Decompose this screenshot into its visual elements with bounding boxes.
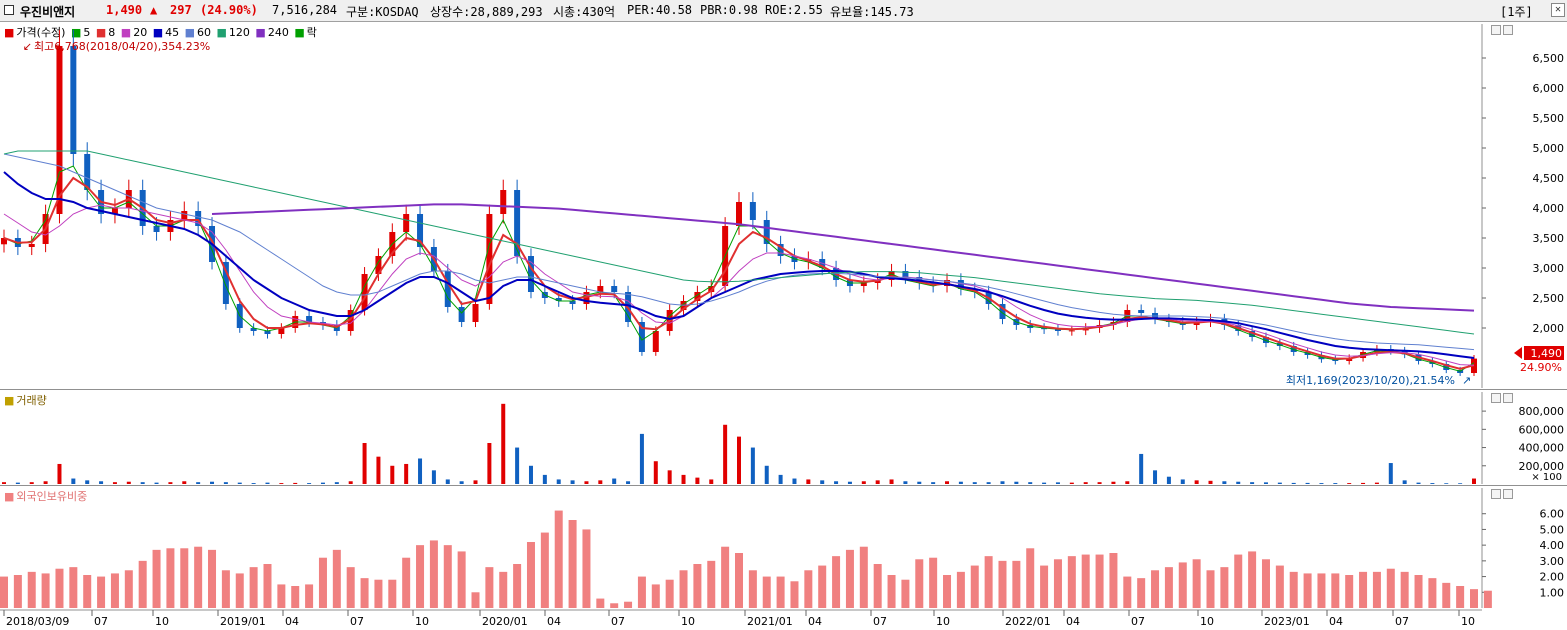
foreign-pane: ■ 외국인보유비중 (0, 486, 1567, 610)
pane-close-icon[interactable] (1503, 489, 1513, 499)
price-change-pct: (24.90%) (200, 3, 258, 17)
legend-ma60: 60 (197, 26, 212, 39)
volume-title: 거래량 (16, 394, 47, 407)
pane-minimize-icon[interactable] (1491, 489, 1501, 499)
price-legend: ■ 가격(수정) ■ 5 ■ 8 ■ 20 ■ 45 ■ 60 ■ 120 ■ 240 ■ 락 (4, 26, 317, 39)
price-pane: ■ 가격(수정) ■ 5 ■ 8 ■ 20 ■ 45 ■ 60 ■ 120 ■ 240 ■ 락 (0, 22, 1567, 390)
x-tick-label: 2021/01 (747, 615, 793, 628)
legend-ma240: 240 (267, 26, 289, 39)
x-tick-label: 07 (1131, 615, 1145, 628)
x-tick-label: 07 (1395, 615, 1409, 628)
stock-header-bar: 우진비앤지 1,490 ▲ 297 (24.90%) 7,516,284 구분:… (0, 0, 1567, 22)
x-axis: 2018/03/09 07 10 2019/01 04 07 10 2020/01 04 07 10… (0, 609, 1482, 628)
x-tick-label: 04 (1329, 615, 1343, 628)
listed-shares: 상장수:28,889,293 (430, 5, 543, 19)
x-tick-label: 07 (873, 615, 887, 628)
price-change: 297 (170, 3, 192, 17)
legend-ma5: 5 (83, 26, 91, 39)
x-tick-label: 2022/01 (1005, 615, 1051, 628)
volume-legend: ■ 거래량 (4, 394, 47, 407)
legend-ma45: 45 (165, 26, 180, 39)
trade-volume: 7,516,284 (272, 3, 338, 17)
legend-ma8: 8 (108, 26, 116, 39)
reserve-ratio: 유보율:145.73 (830, 5, 914, 19)
x-tick-label: 10 (1461, 615, 1475, 628)
stock-name: 우진비앤지 (20, 5, 76, 19)
close-icon[interactable]: ✕ (1551, 3, 1565, 17)
pbr-value: PBR:0.98 (700, 3, 758, 17)
up-arrow-icon: ▲ (150, 3, 158, 17)
legend-price: 가격(수정) (16, 26, 66, 39)
market-cap: 시총:430억 (553, 5, 616, 19)
x-tick-label: 04 (285, 615, 299, 628)
x-tick-label: 04 (808, 615, 822, 628)
legend-ma20: 20 (133, 26, 148, 39)
current-price: 1,490 (106, 3, 143, 17)
x-tick-label: 2023/01 (1264, 615, 1310, 628)
x-tick-label: 10 (415, 615, 429, 628)
period-label[interactable]: [1주] (1500, 5, 1533, 19)
pane-close-icon[interactable] (1503, 25, 1513, 35)
x-tick-label: 07 (350, 615, 364, 628)
roe-value: ROE:2.55 (765, 3, 823, 17)
foreign-title: 외국인보유비중 (16, 490, 88, 503)
select-checkbox[interactable] (4, 5, 14, 15)
per-value: PER:40.58 (627, 3, 693, 17)
x-tick-label: 07 (611, 615, 625, 628)
x-tick-label: 04 (1066, 615, 1080, 628)
legend-ma120: 120 (228, 26, 250, 39)
pane-close-icon[interactable] (1503, 393, 1513, 403)
x-tick-label: 10 (936, 615, 950, 628)
x-tick-label: 10 (1200, 615, 1214, 628)
x-tick-label: 10 (681, 615, 695, 628)
x-tick-label: 2018/03/09 (6, 615, 69, 628)
x-tick-label: 2019/01 (220, 615, 266, 628)
market-type: 구분:KOSDAQ (346, 5, 419, 19)
legend-fall: 락 (306, 26, 317, 39)
x-tick-label: 2020/01 (482, 615, 528, 628)
foreign-legend: ■ 외국인보유비중 (4, 490, 88, 503)
pane-minimize-icon[interactable] (1491, 25, 1501, 35)
x-tick-label: 07 (94, 615, 108, 628)
x-tick-label: 10 (155, 615, 169, 628)
x-tick-label: 04 (547, 615, 561, 628)
pane-minimize-icon[interactable] (1491, 393, 1501, 403)
volume-pane: ■ 거래량 (0, 390, 1567, 486)
